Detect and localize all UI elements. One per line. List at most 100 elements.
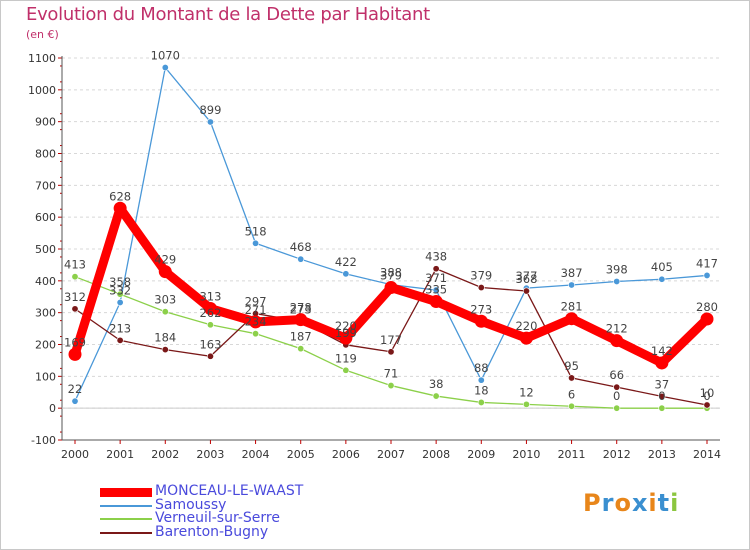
y-tick-label: -100 (31, 434, 56, 447)
data-label: 405 (651, 260, 673, 274)
data-label: 313 (199, 290, 221, 304)
legend-swatch (100, 531, 152, 534)
data-label: 71 (384, 367, 399, 381)
data-label: 371 (425, 271, 447, 285)
x-tick-label: 2003 (196, 448, 224, 461)
data-point (613, 383, 621, 391)
x-tick-label: 2012 (603, 448, 631, 461)
data-label: 10 (700, 386, 715, 400)
legend-label: Barenton-Bugny (155, 523, 269, 540)
data-point (384, 281, 398, 295)
data-point (610, 334, 624, 348)
data-label: 0 (658, 389, 665, 403)
data-point (429, 295, 443, 309)
data-label: 377 (515, 269, 537, 283)
data-point (477, 376, 485, 384)
data-label: 429 (154, 253, 176, 267)
data-point (703, 271, 711, 279)
x-tick-label: 2005 (287, 448, 315, 461)
y-tick-label: 500 (35, 243, 56, 256)
data-point (297, 255, 305, 263)
data-label: 273 (470, 302, 492, 316)
data-label: 422 (335, 255, 357, 269)
y-tick-label: 1000 (28, 84, 56, 97)
data-point (158, 265, 172, 279)
data-point (477, 398, 485, 406)
data-point (339, 331, 353, 345)
y-tick-label: 1100 (28, 52, 56, 65)
logo-letter: x (631, 489, 649, 517)
x-tick-label: 2002 (151, 448, 179, 461)
data-point (432, 392, 440, 400)
data-label: 88 (474, 361, 489, 375)
data-label: 413 (64, 258, 86, 272)
data-label: 220 (515, 319, 537, 333)
data-label: 234 (245, 315, 267, 329)
data-label: 163 (199, 337, 221, 351)
y-tick-label: 0 (49, 402, 56, 415)
data-point (71, 273, 79, 281)
data-label: 899 (199, 103, 221, 117)
data-point (432, 286, 440, 294)
data-point (703, 401, 711, 409)
data-label: 38 (429, 377, 444, 391)
data-label: 368 (515, 272, 537, 286)
data-point (568, 402, 576, 410)
data-label: 1070 (151, 49, 180, 63)
data-label: 379 (470, 269, 492, 283)
data-label: 628 (109, 189, 131, 203)
x-tick-label: 2004 (242, 448, 270, 461)
series-layer (68, 64, 714, 412)
data-point (206, 118, 214, 126)
data-point (206, 321, 214, 329)
logo-letter: o (614, 489, 632, 517)
chart-title: Evolution du Montant de la Dette par Hab… (26, 4, 430, 25)
data-point (432, 265, 440, 273)
data-point (613, 404, 621, 412)
data-label: 281 (561, 300, 583, 314)
data-label: 199 (335, 326, 357, 340)
data-label: 37 (655, 377, 670, 391)
data-point (342, 270, 350, 278)
data-point (658, 404, 666, 412)
data-point (206, 352, 214, 360)
data-point (203, 302, 217, 316)
data-point (161, 346, 169, 354)
y-axis-unit: (en €) (26, 28, 59, 41)
data-label: 169 (64, 335, 86, 349)
x-tick-label: 2007 (377, 448, 405, 461)
y-tick-label: 400 (35, 275, 56, 288)
data-point (342, 366, 350, 374)
logo-letter: r (601, 489, 615, 517)
data-point (477, 284, 485, 292)
data-label: 95 (564, 359, 579, 373)
data-point (565, 312, 579, 326)
x-tick-label: 2009 (467, 448, 495, 461)
x-tick-label: 2013 (648, 448, 676, 461)
data-label: 18 (474, 383, 489, 397)
data-point (249, 315, 263, 329)
data-point (522, 287, 530, 295)
data-label: 119 (335, 351, 357, 365)
data-label: 66 (609, 368, 624, 382)
legend-label: Samoussy (155, 496, 227, 513)
data-label: 187 (290, 330, 312, 344)
logo-letter: P (583, 489, 602, 517)
data-label: 220 (335, 319, 357, 333)
data-point (658, 275, 666, 283)
data-point (68, 347, 82, 361)
data-label: 142 (651, 344, 673, 358)
data-point (297, 345, 305, 353)
data-point (658, 392, 666, 400)
data-label: 303 (154, 293, 176, 307)
data-point (613, 277, 621, 285)
series-monceau-le-waast (68, 201, 714, 370)
data-label: 271 (245, 303, 267, 317)
data-point (387, 348, 395, 356)
legend-label: MONCEAU-LE-WAAST (155, 483, 304, 499)
legend-label: Verneuil-sur-Serre (155, 510, 280, 526)
y-tick-label: 200 (35, 339, 56, 352)
logo-letter: t (657, 489, 671, 517)
